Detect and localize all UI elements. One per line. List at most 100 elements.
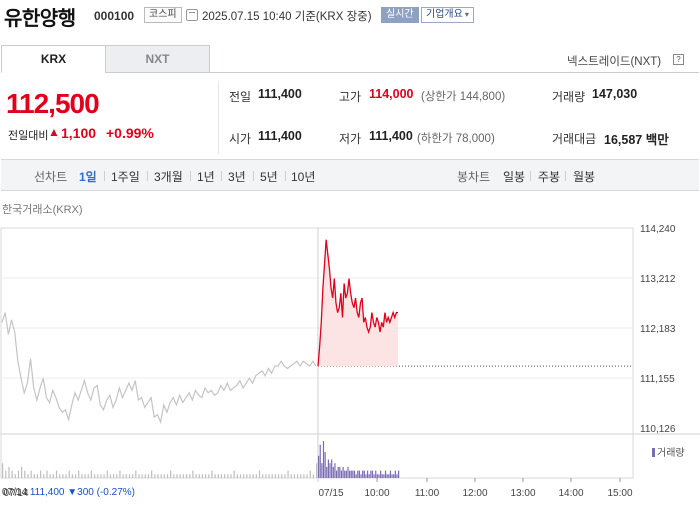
period-10y[interactable]: 10년 <box>291 170 316 184</box>
volume-swatch <box>652 448 655 457</box>
volume-bar <box>144 474 146 478</box>
volume-bar <box>368 474 370 478</box>
separator <box>221 171 222 181</box>
y-tick-label: 110,126 <box>640 424 676 435</box>
volume-bar <box>389 470 392 478</box>
volume-bar <box>388 474 390 478</box>
volume-bar <box>352 470 354 478</box>
amount-value: 16,587 백만 <box>604 133 669 147</box>
volume-bar <box>147 474 150 478</box>
volume-bar <box>345 470 347 478</box>
volume-bar <box>396 474 398 478</box>
prev-close-label: 전일 <box>229 90 252 104</box>
volume-bar <box>349 470 351 478</box>
stock-name: 유한양행 <box>4 8 76 30</box>
x-tick-label: 12:00 <box>462 488 487 499</box>
volume-bar <box>274 474 276 478</box>
company-overview-label: 기업개요 <box>426 9 463 20</box>
prev-close-value: 111,400 <box>258 87 302 101</box>
volume-bar <box>27 474 29 478</box>
volume-bar <box>318 455 320 478</box>
price-change: 1,100 <box>61 125 97 141</box>
x-tick-label: 11:00 <box>415 488 440 499</box>
volume-bar <box>326 466 328 478</box>
period-1w[interactable]: 1주일 <box>111 170 140 184</box>
period-5y[interactable]: 5년 <box>260 170 278 184</box>
volume-legend: 거래량 <box>652 444 685 459</box>
volume-bar <box>268 474 270 478</box>
tab-nxt[interactable]: NXT <box>105 45 210 73</box>
realtime-badge: 실시간 <box>381 7 419 23</box>
volume-bar <box>355 474 357 478</box>
volume-bar <box>344 470 346 478</box>
price-change-percent: +0.99% <box>106 125 154 141</box>
volume-bar <box>236 474 238 478</box>
divider <box>218 82 219 154</box>
volume-bar <box>378 474 380 478</box>
volume-bar <box>347 466 349 478</box>
volume-bar <box>217 474 219 478</box>
volume-bar <box>93 474 96 478</box>
tab-krx[interactable]: KRX <box>1 45 106 73</box>
volume-bar <box>154 474 156 478</box>
x-tick-label: 13:00 <box>510 488 535 499</box>
volume-bar <box>141 474 143 478</box>
volume-bar <box>331 459 333 478</box>
volume-bar <box>227 474 229 478</box>
volume-bar <box>78 470 80 478</box>
volume-bar <box>220 474 223 478</box>
separator <box>530 171 531 181</box>
tab-divider <box>210 72 699 73</box>
volume-bar <box>243 474 245 478</box>
candle-daily[interactable]: 일봉 <box>503 170 526 184</box>
period-3m[interactable]: 3개월 <box>154 170 183 184</box>
open-value: 111,400 <box>258 129 302 143</box>
volume-bar <box>33 474 35 478</box>
exchange-tabs: KRX NXT <box>1 45 211 73</box>
price-chart: 114,240 113,212 112,183 111,155 110,126 07/14… <box>0 224 700 499</box>
candle-weekly[interactable]: 주봉 <box>538 170 561 184</box>
upper-limit: (상한가 144,800) <box>421 91 506 103</box>
volume-bar <box>300 474 302 478</box>
candle-monthly[interactable]: 월봉 <box>573 170 596 184</box>
help-icon[interactable]: ? <box>673 54 684 65</box>
volume-bar <box>100 474 102 478</box>
volume-bar <box>350 470 352 478</box>
volume-bar <box>337 466 339 478</box>
period-3y[interactable]: 3년 <box>228 170 246 184</box>
volume-bar <box>2 463 4 478</box>
volume-value: 147,030 <box>592 87 638 101</box>
volume-bar <box>40 470 42 478</box>
volume-bar <box>312 474 315 478</box>
volume-bar <box>375 470 377 478</box>
volume-bar <box>43 474 45 478</box>
period-1y[interactable]: 1년 <box>197 170 215 184</box>
prev-day-change: ▼300 (-0.27%) <box>67 487 135 498</box>
volume-bar <box>106 470 108 478</box>
volume-bar <box>329 463 331 478</box>
volume-bar <box>68 470 70 478</box>
volume-bar <box>151 470 153 478</box>
volume-bar <box>173 474 175 478</box>
y-tick-label: 114,240 <box>640 224 676 235</box>
period-1d[interactable]: 1일 <box>79 170 97 184</box>
company-overview-button[interactable]: 기업개요 ▾ <box>421 7 474 23</box>
volume-bar <box>233 470 235 478</box>
change-label: 전일대비 <box>8 130 49 142</box>
separator <box>190 171 191 181</box>
volume-bar <box>138 474 140 478</box>
volume-bar <box>306 474 308 478</box>
volume-bar <box>271 474 273 478</box>
volume-bar <box>14 474 16 478</box>
volume-bar <box>321 463 323 478</box>
separator <box>253 171 254 181</box>
volume-bar <box>342 466 344 478</box>
volume-bar <box>17 470 20 478</box>
volume-bar <box>84 474 86 478</box>
volume-bar <box>252 474 254 478</box>
volume-bar <box>62 474 64 478</box>
low-value: 111,400 <box>369 129 413 143</box>
amount-label: 거래대금 <box>552 132 597 146</box>
volume-bar <box>319 444 321 478</box>
x-tick-label: 07/14 <box>3 488 28 499</box>
